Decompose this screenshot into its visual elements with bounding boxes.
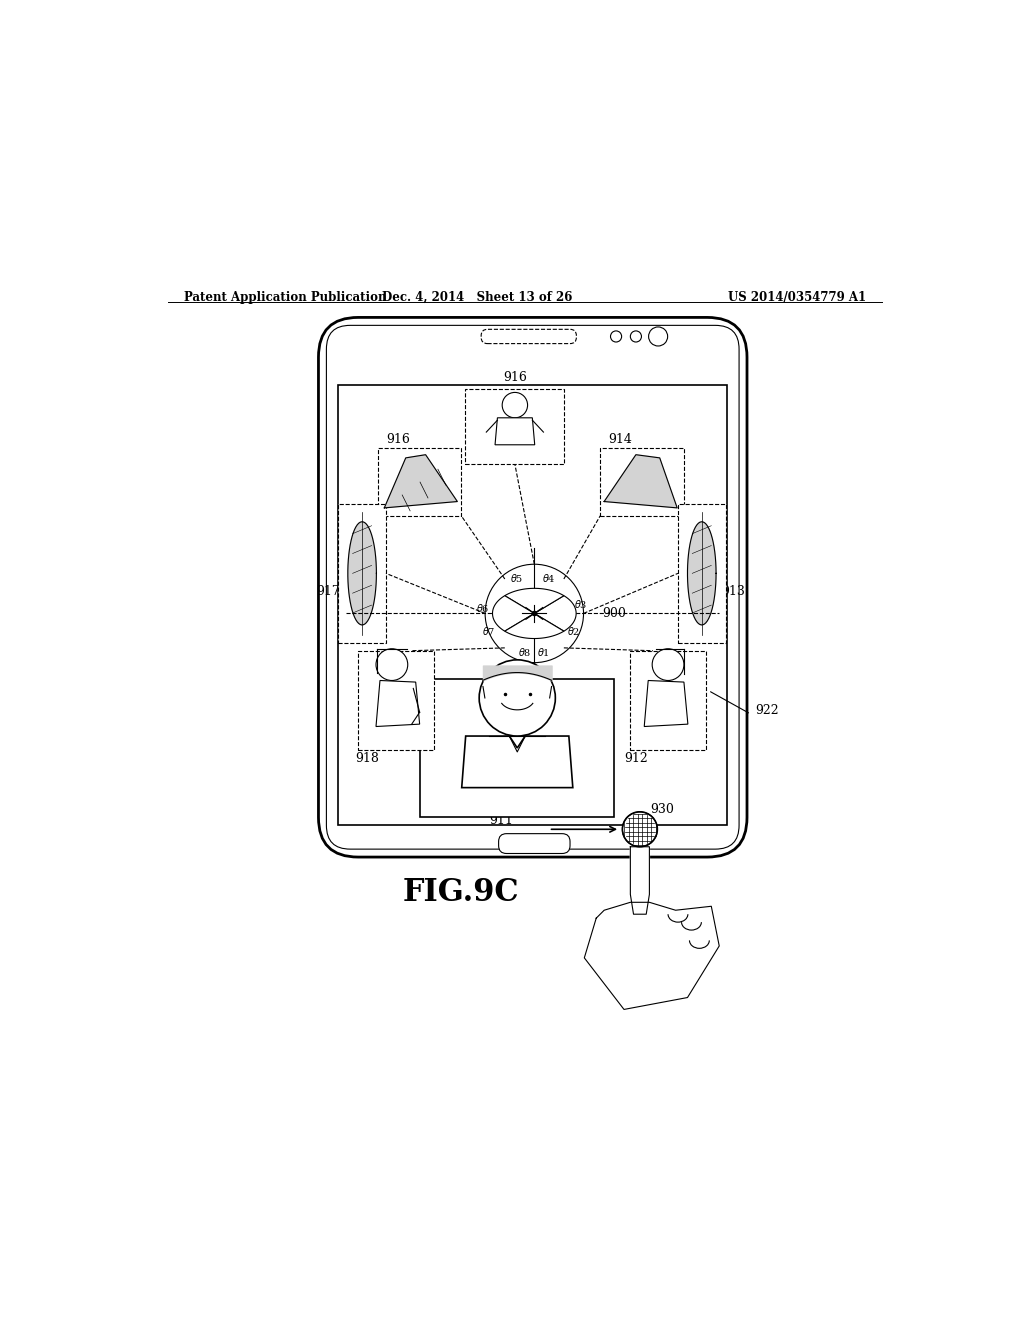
Text: 930: 930	[650, 804, 674, 816]
Text: 900: 900	[602, 607, 627, 620]
Text: $\theta$1: $\theta$1	[538, 645, 550, 657]
FancyBboxPatch shape	[338, 385, 727, 825]
Text: 918: 918	[355, 752, 380, 764]
Text: 911: 911	[489, 813, 513, 826]
Text: $\theta$7: $\theta$7	[481, 624, 495, 636]
Text: $\theta$4: $\theta$4	[542, 572, 555, 583]
Polygon shape	[535, 595, 577, 631]
FancyBboxPatch shape	[600, 449, 684, 516]
Text: US 2014/0354779 A1: US 2014/0354779 A1	[728, 292, 866, 304]
Text: Dec. 4, 2014   Sheet 13 of 26: Dec. 4, 2014 Sheet 13 of 26	[382, 292, 572, 304]
Text: 914: 914	[608, 433, 632, 446]
FancyBboxPatch shape	[378, 449, 461, 516]
Circle shape	[648, 327, 668, 346]
Circle shape	[631, 331, 641, 342]
Polygon shape	[384, 454, 458, 508]
Circle shape	[479, 660, 555, 737]
Text: $\theta$3: $\theta$3	[573, 598, 587, 610]
Text: Patent Application Publication: Patent Application Publication	[183, 292, 386, 304]
FancyBboxPatch shape	[481, 329, 577, 343]
Text: 916: 916	[386, 433, 410, 446]
Polygon shape	[505, 589, 564, 614]
Polygon shape	[585, 903, 719, 1010]
FancyBboxPatch shape	[499, 834, 570, 854]
Polygon shape	[348, 521, 377, 624]
Polygon shape	[687, 521, 716, 624]
FancyBboxPatch shape	[318, 317, 748, 857]
Polygon shape	[644, 681, 688, 726]
Text: 913: 913	[721, 585, 744, 598]
FancyBboxPatch shape	[358, 651, 433, 750]
Text: FIG.9C: FIG.9C	[403, 878, 519, 908]
Circle shape	[610, 331, 622, 342]
Polygon shape	[493, 595, 535, 631]
Circle shape	[652, 648, 684, 681]
Text: $\theta$8: $\theta$8	[518, 645, 531, 657]
FancyBboxPatch shape	[631, 651, 706, 750]
Polygon shape	[604, 454, 677, 508]
Text: $\theta$2: $\theta$2	[567, 624, 581, 636]
Text: 922: 922	[755, 704, 778, 717]
Polygon shape	[631, 846, 649, 915]
Circle shape	[623, 812, 657, 846]
Circle shape	[376, 648, 408, 681]
Text: $\theta$5: $\theta$5	[510, 572, 523, 583]
Circle shape	[502, 392, 527, 418]
Polygon shape	[462, 737, 572, 788]
FancyBboxPatch shape	[678, 504, 726, 643]
Polygon shape	[376, 681, 420, 726]
Polygon shape	[495, 418, 535, 445]
FancyBboxPatch shape	[465, 389, 564, 465]
FancyBboxPatch shape	[327, 325, 739, 849]
Text: 917: 917	[316, 585, 340, 598]
Text: 916: 916	[504, 371, 527, 384]
Text: 912: 912	[624, 752, 648, 764]
FancyBboxPatch shape	[420, 678, 614, 817]
Polygon shape	[505, 614, 564, 639]
FancyBboxPatch shape	[338, 504, 386, 643]
Text: $\theta$6: $\theta$6	[476, 602, 489, 614]
